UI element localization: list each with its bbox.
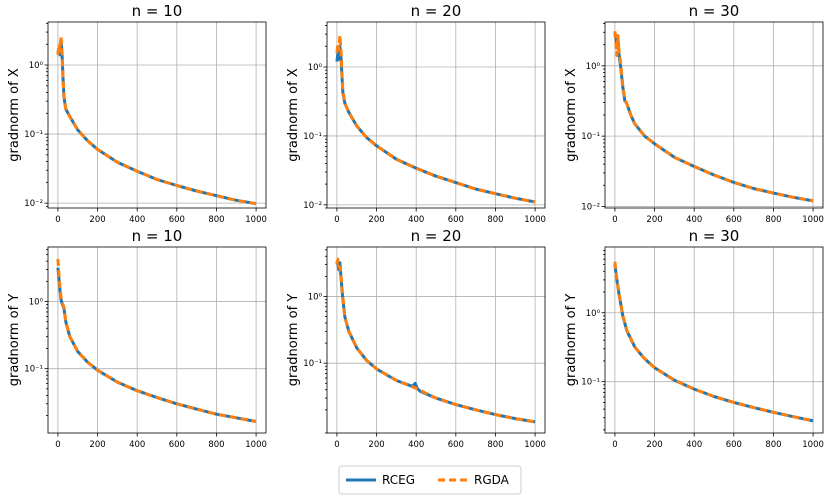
series-line-rgda (56, 34, 257, 206)
y-axis-label: gradnorm of Y (286, 294, 301, 387)
x-tick-label: 800 (208, 215, 224, 225)
subplot-title: n = 20 (411, 227, 462, 245)
y-axis-label: gradnorm of Y (564, 294, 579, 387)
x-tick-label: 0 (334, 440, 339, 450)
x-tick-label: 400 (408, 215, 424, 225)
series-line-rgda (335, 257, 536, 424)
axes-frame (604, 21, 824, 209)
x-tick-label: 1000 (524, 440, 546, 450)
x-tick-label: 200 (368, 215, 384, 225)
x-tick-label: 1000 (245, 215, 267, 225)
subplot-title: n = 10 (132, 227, 183, 245)
subplot-6: 0 200 400 600 800 1000 10⁻¹ 10⁰ n = 30 gradnorm o… (564, 227, 824, 450)
x-tick-label: 400 (408, 440, 424, 450)
x-tick-label: 200 (89, 440, 105, 450)
axes-frame (604, 246, 824, 434)
series-line-rceg (335, 44, 536, 204)
series-line-rceg (613, 264, 814, 423)
series-line-rgda (613, 261, 814, 423)
subplot-title: n = 20 (411, 2, 462, 20)
axes-frame (326, 246, 546, 434)
x-tick-label: 600 (726, 215, 742, 225)
x-tick-label: 600 (169, 215, 185, 225)
x-tick-label: 200 (89, 215, 105, 225)
x-tick-label: 800 (765, 440, 781, 450)
subplot-title: n = 10 (132, 2, 183, 20)
x-tick-label: 400 (129, 215, 145, 225)
y-tick-label: 10⁰ (308, 63, 323, 73)
legend-label-rceg: RCEG (382, 473, 415, 487)
x-tick-label: 800 (208, 440, 224, 450)
series-line-rgda (335, 33, 536, 204)
y-axis-label: gradnorm of X (564, 68, 579, 162)
x-tick-label: 1000 (802, 215, 824, 225)
y-tick-label: 10⁻² (24, 199, 43, 209)
panels: 0 200 400 600 800 1000 10⁻² 10⁻¹ 10⁰ n = 10 gradno… (7, 2, 824, 450)
x-tick-label: 800 (765, 215, 781, 225)
y-tick-label: 10⁻¹ (24, 130, 43, 140)
legend: RCEG RGDA (338, 465, 522, 495)
subplot-2: 0 200 400 600 800 1000 10⁻² 10⁻¹ 10⁰ n = 20 gradno… (286, 2, 546, 225)
y-tick-label: 10⁻¹ (24, 365, 43, 375)
y-tick-label: 10⁰ (29, 61, 44, 71)
series-line-rgda (56, 258, 257, 423)
subplot-5: 0 200 400 600 800 1000 10⁻¹ 10⁰ n = 20 gradnorm o… (286, 227, 546, 450)
axes-frame (47, 21, 267, 209)
x-tick-label: 800 (487, 440, 503, 450)
x-tick-label: 400 (686, 440, 702, 450)
axes-frame (47, 246, 267, 434)
series-line-rgda (613, 31, 814, 203)
x-tick-label: 200 (646, 440, 662, 450)
x-tick-label: 1000 (524, 215, 546, 225)
x-tick-label: 0 (334, 215, 339, 225)
subplot-1: 0 200 400 600 800 1000 10⁻² 10⁻¹ 10⁰ n = 10 gradno… (7, 2, 267, 225)
x-tick-label: 600 (726, 440, 742, 450)
legend-frame (338, 465, 522, 495)
y-tick-label: 10⁰ (586, 309, 601, 319)
x-tick-label: 600 (448, 215, 464, 225)
y-tick-label: 10⁰ (586, 62, 601, 72)
subplot-3: 0 200 400 600 800 1000 10⁻² 10⁻¹ 10⁰ n = 30 gradno… (564, 2, 824, 225)
x-tick-label: 400 (686, 215, 702, 225)
y-tick-label: 10⁻¹ (303, 132, 322, 142)
y-axis-label: gradnorm of X (7, 68, 22, 162)
x-tick-label: 400 (129, 440, 145, 450)
y-tick-label: 10⁰ (29, 298, 44, 308)
x-tick-label: 0 (612, 440, 617, 450)
legend-label-rgda: RGDA (474, 473, 510, 487)
y-tick-label: 10⁻¹ (303, 359, 322, 369)
subplot-title: n = 30 (689, 227, 740, 245)
y-tick-label: 10⁻¹ (581, 378, 600, 388)
x-tick-label: 0 (612, 215, 617, 225)
y-tick-label: 10⁰ (308, 292, 323, 302)
x-tick-label: 0 (55, 215, 60, 225)
x-tick-label: 200 (368, 440, 384, 450)
x-tick-label: 600 (448, 440, 464, 450)
x-tick-label: 600 (169, 440, 185, 450)
subplot-4: 0 200 400 600 800 1000 10⁻¹ 10⁰ n = 10 gradnorm o… (7, 227, 267, 450)
x-tick-label: 1000 (245, 440, 267, 450)
y-axis-label: gradnorm of Y (7, 294, 22, 387)
x-tick-label: 0 (55, 440, 60, 450)
subplot-title: n = 30 (689, 2, 740, 20)
y-tick-label: 10⁻² (581, 202, 600, 212)
x-tick-label: 1000 (802, 440, 824, 450)
y-tick-label: 10⁻¹ (581, 132, 600, 142)
y-tick-label: 10⁻² (303, 201, 322, 211)
x-tick-label: 200 (646, 215, 662, 225)
x-tick-label: 800 (487, 215, 503, 225)
axes-frame (326, 21, 546, 209)
y-axis-label: gradnorm of X (286, 68, 301, 162)
